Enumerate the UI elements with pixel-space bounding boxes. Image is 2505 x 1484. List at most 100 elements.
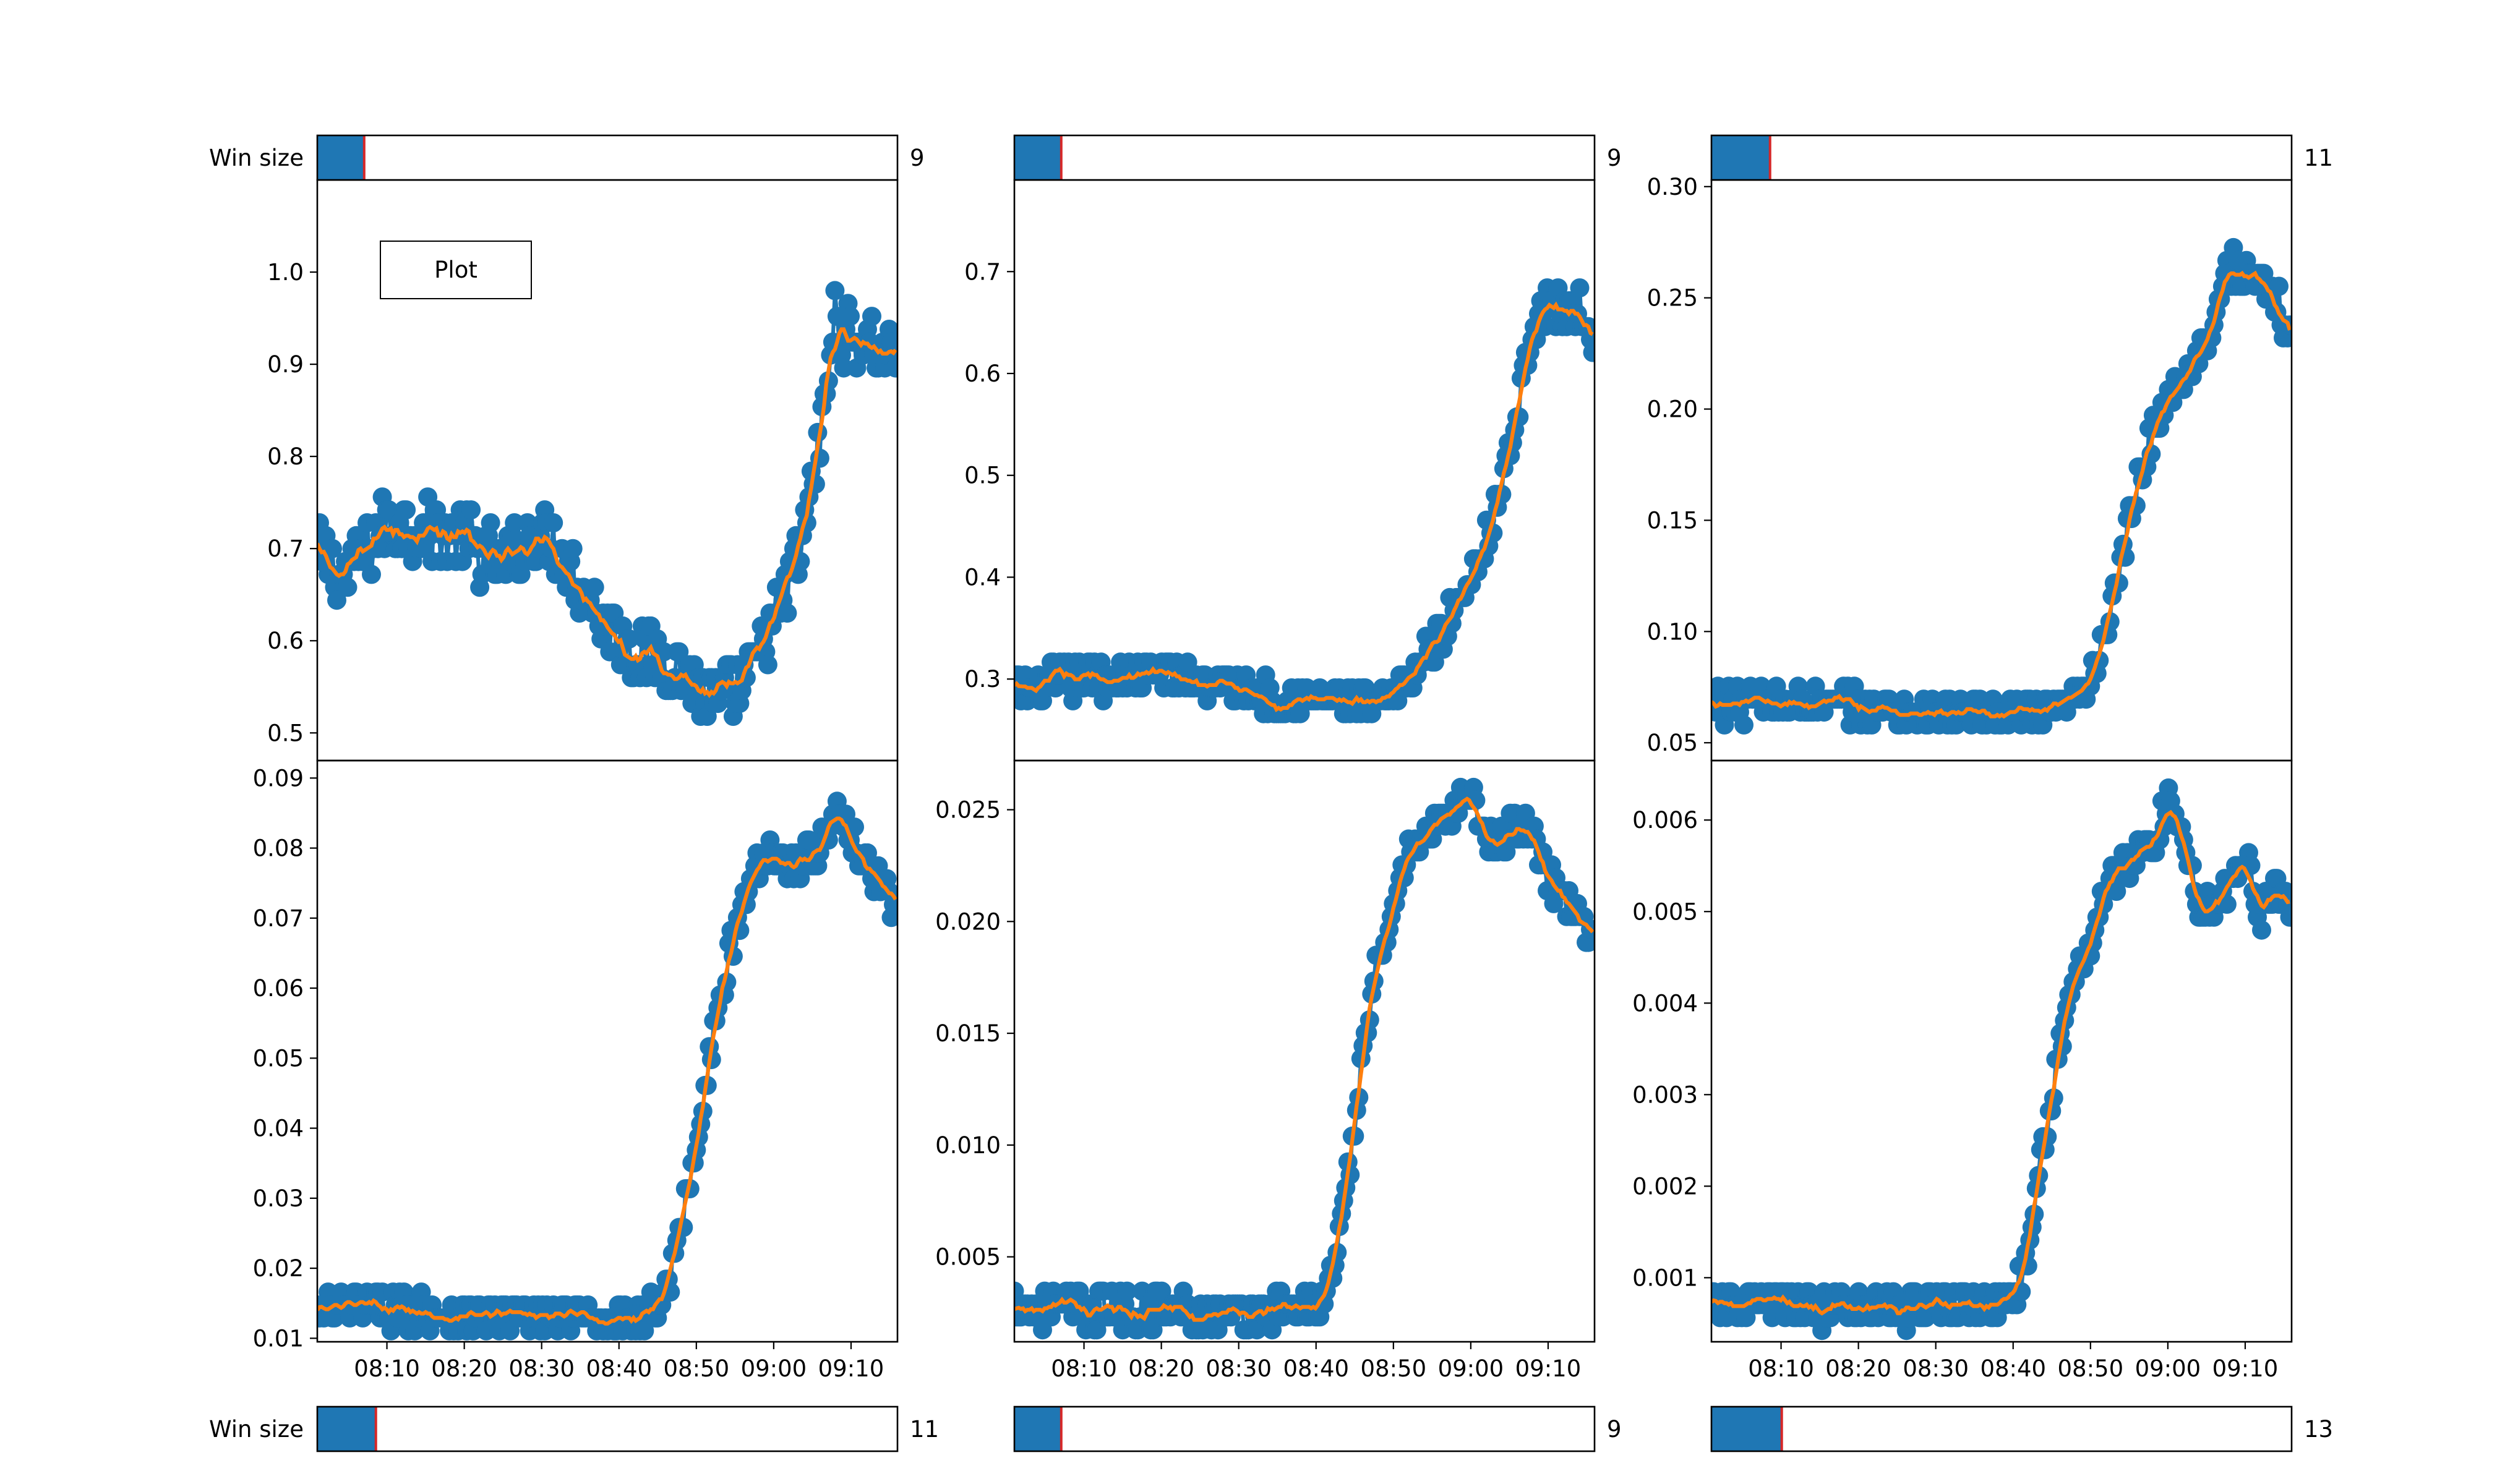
data-point	[584, 578, 604, 597]
y-tick-label: 0.006	[1632, 807, 1698, 834]
slider-fill	[1711, 135, 1770, 180]
x-tick-label: 08:40	[1283, 1355, 1349, 1382]
win-size-slider-5[interactable]: 9	[1013, 1405, 1622, 1452]
slider-frame	[1013, 134, 1596, 181]
y-tick-label: 0.30	[1647, 174, 1698, 200]
y-tick-label: 0.015	[935, 1020, 1001, 1047]
chart-1: 0.5 0.6 0.7 0.8 0.9 1.0	[267, 179, 899, 762]
y-tick-label: 0.06	[253, 975, 304, 1002]
data-point	[862, 307, 881, 326]
data-point	[886, 358, 897, 378]
slider-fill	[317, 1407, 376, 1451]
slider-frame	[1710, 134, 2293, 181]
y-tick-label: 0.05	[1647, 730, 1698, 756]
smoothed-series-line	[317, 816, 897, 1326]
win-size-slider-3[interactable]: 11	[1710, 134, 2333, 181]
slider-track[interactable]	[1014, 135, 1595, 180]
x-tick-label: 09:10	[2212, 1355, 2279, 1382]
chart-2: 0.3 0.4 0.5 0.6 0.7	[964, 179, 1596, 762]
win-size-slider-2[interactable]: 9	[1013, 134, 1622, 181]
y-tick-label: 0.6	[267, 628, 304, 654]
data-point	[799, 830, 819, 850]
y-tick-label: 0.001	[1632, 1264, 1698, 1291]
data-point	[379, 500, 399, 520]
y-tick-label: 0.8	[267, 443, 304, 470]
slider-value: 9	[1607, 1416, 1622, 1443]
smoothed-series-line	[1711, 270, 2292, 719]
y-tick-label: 0.08	[253, 835, 304, 862]
plot-area	[317, 791, 897, 1341]
x-tick-label: 09:10	[818, 1355, 884, 1382]
axes-frame	[316, 759, 899, 1343]
data-point	[396, 500, 416, 520]
y-tick-label: 0.7	[267, 535, 304, 562]
smoothed-series-line	[1711, 809, 2290, 1316]
plot-area	[1014, 278, 1595, 723]
y-tick-label: 0.5	[964, 463, 1001, 489]
plot-area	[1711, 778, 2292, 1341]
chart-6: 0.001 0.002 0.003 0.004 0.005 0.006 08:10 08:20…	[1632, 759, 2293, 1382]
slider-track[interactable]	[1711, 1407, 2292, 1451]
y-tick-label: 0.020	[935, 908, 1001, 935]
y-tick-label: 0.04	[253, 1115, 304, 1142]
raw-series-points	[317, 281, 897, 726]
data-point	[323, 539, 342, 558]
x-tick-label: 08:30	[1903, 1355, 1969, 1382]
x-tick-label: 08:10	[354, 1355, 420, 1382]
x-tick-label: 08:20	[1128, 1355, 1194, 1382]
chart-5: 0.005 0.010 0.015 0.020 0.025 08:10 08:20 08:30…	[935, 759, 1596, 1382]
plot-area	[1014, 777, 1595, 1340]
chart-3: 0.05 0.10 0.15 0.20 0.25 0.30	[1647, 174, 2293, 762]
win-size-slider-4[interactable]: Win size 11	[209, 1405, 939, 1452]
x-tick-label: 08:30	[508, 1355, 575, 1382]
axes-frame	[1013, 759, 1596, 1343]
smoothed-series-line	[1014, 301, 1594, 712]
data-point	[362, 565, 381, 584]
slider-label: Win size	[209, 1416, 304, 1443]
x-tick-label: 09:00	[1438, 1355, 1504, 1382]
slider-value: 9	[910, 145, 925, 171]
slider-track[interactable]	[317, 135, 897, 180]
slider-track[interactable]	[1014, 1407, 1595, 1451]
slider-value: 13	[2304, 1416, 2333, 1443]
win-size-slider-1[interactable]: Win size 9	[209, 134, 925, 181]
slider-track[interactable]	[1711, 135, 2292, 180]
slider-fill	[317, 135, 364, 180]
x-tick-label: 08:50	[1361, 1355, 1427, 1382]
data-point	[461, 500, 481, 520]
data-point	[1583, 343, 1595, 362]
slider-track[interactable]	[317, 1407, 897, 1451]
x-tick-label: 09:00	[741, 1355, 807, 1382]
slider-label: Win size	[209, 145, 304, 171]
y-tick-label: 0.7	[964, 258, 1001, 285]
slider-fill	[1014, 135, 1061, 180]
slider-frame	[316, 1405, 899, 1452]
slider-value: 11	[2304, 145, 2333, 171]
y-tick-label: 0.02	[253, 1255, 304, 1282]
slider-frame	[1710, 1405, 2293, 1452]
win-size-slider-6[interactable]: 13	[1710, 1405, 2333, 1452]
y-tick-label: 0.3	[964, 666, 1001, 693]
data-point	[2280, 907, 2292, 927]
y-tick-label: 0.010	[935, 1132, 1001, 1159]
raw-series-line	[1711, 787, 2292, 1331]
slider-value: 9	[1607, 145, 1622, 171]
x-tick-label: 08:20	[1825, 1355, 1891, 1382]
plot-button[interactable]: Plot	[380, 241, 532, 299]
slider-frame	[316, 134, 899, 181]
data-point	[758, 655, 777, 675]
y-tick-label: 0.003	[1632, 1081, 1698, 1108]
plot-area	[317, 281, 897, 726]
x-tick-label: 08:30	[1205, 1355, 1272, 1382]
y-tick-label: 0.004	[1632, 990, 1698, 1017]
x-tick-label: 08:10	[1051, 1355, 1117, 1382]
chart-4: 0.01 0.02 0.03 0.04 0.05 0.06 0.07 0.08 0.09 08:1…	[253, 759, 899, 1382]
data-point	[635, 1321, 654, 1341]
y-tick-label: 0.005	[1632, 898, 1698, 925]
y-tick-label: 0.025	[935, 797, 1001, 824]
x-tick-label: 08:20	[431, 1355, 497, 1382]
data-point	[2269, 276, 2289, 296]
data-point	[2252, 920, 2271, 940]
smoothed-series-line	[317, 327, 897, 698]
